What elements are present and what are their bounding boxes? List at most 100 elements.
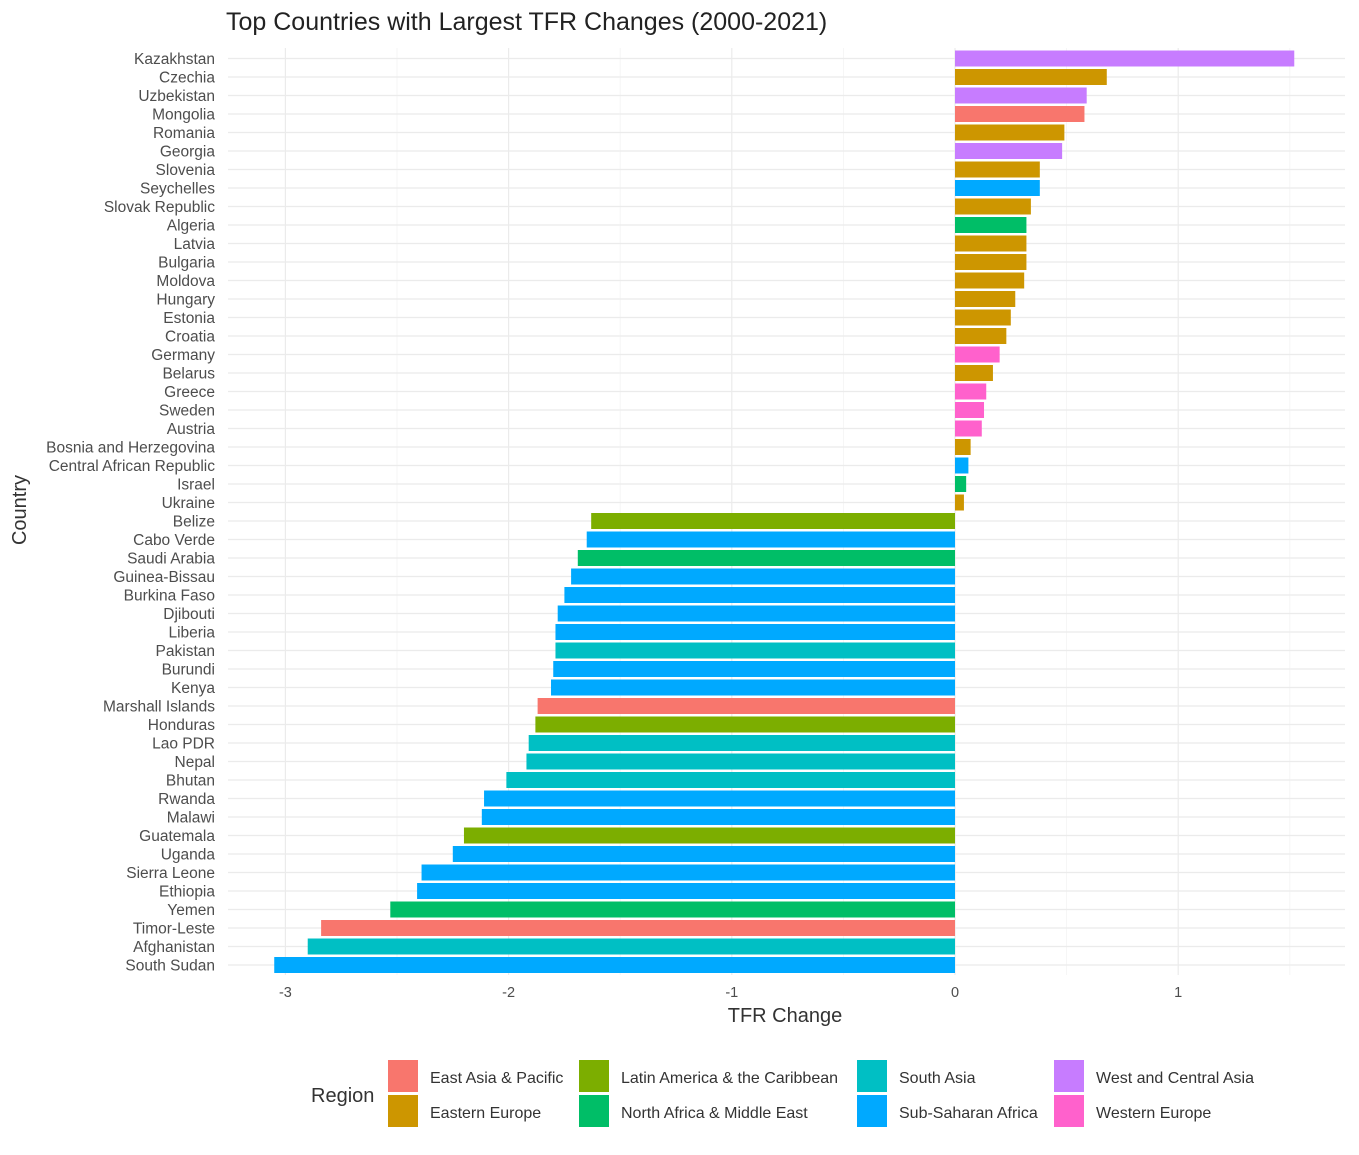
label-slovak-republic: Slovak Republic xyxy=(104,199,215,216)
legend-label-north-africa-middle-east: North Africa & Middle East xyxy=(621,1105,808,1122)
legend-key-south-asia xyxy=(857,1060,887,1092)
bar-burkina-faso xyxy=(564,587,955,603)
legend: Region East Asia & Pacific Eastern Europe… xyxy=(311,1060,1254,1127)
bar-timor-leste xyxy=(321,920,955,936)
label-honduras: Honduras xyxy=(148,717,215,734)
bar-bulgaria xyxy=(955,254,1027,270)
bar-austria xyxy=(955,420,982,437)
x-axis-title: TFR Change xyxy=(728,1005,843,1027)
label-uzbekistan: Uzbekistan xyxy=(138,88,215,105)
bar-hungary xyxy=(955,291,1016,307)
x-tick-minus-3: -3 xyxy=(279,985,292,1001)
bar-marshall-islands xyxy=(537,698,955,714)
label-bosnia-and-herzegovina: Bosnia and Herzegovina xyxy=(46,440,215,457)
legend-key-western-europe xyxy=(1054,1095,1084,1127)
label-lao-pdr: Lao PDR xyxy=(152,736,215,753)
bar-pakistan xyxy=(555,642,955,659)
label-afghanistan: Afghanistan xyxy=(133,939,215,956)
bar-kenya xyxy=(551,679,955,696)
bar-malawi xyxy=(481,809,955,825)
label-sweden: Sweden xyxy=(159,403,215,420)
label-central-african-republic: Central African Republic xyxy=(49,458,216,475)
bar-slovenia xyxy=(955,161,1040,178)
label-liberia: Liberia xyxy=(168,625,215,642)
label-cabo-verde: Cabo Verde xyxy=(133,532,215,549)
label-romania: Romania xyxy=(153,125,215,142)
x-tick-minus-2: -2 xyxy=(502,985,515,1001)
label-algeria: Algeria xyxy=(167,218,216,235)
bar-czechia xyxy=(955,69,1107,85)
chart-title: Top Countries with Largest TFR Changes (… xyxy=(226,8,827,36)
label-burkina-faso: Burkina Faso xyxy=(124,588,215,605)
label-belarus: Belarus xyxy=(162,366,215,383)
bars xyxy=(274,50,1295,973)
legend-label-west-and-central-asia: West and Central Asia xyxy=(1096,1070,1254,1087)
label-moldova: Moldova xyxy=(156,273,215,290)
legend-label-east-asia-pacific: East Asia & Pacific xyxy=(430,1070,563,1087)
label-yemen: Yemen xyxy=(167,902,215,919)
bar-ukraine xyxy=(955,494,964,511)
bar-cabo-verde xyxy=(586,531,955,548)
x-tick-1: 1 xyxy=(1174,985,1182,1001)
bar-bhutan xyxy=(506,772,955,788)
label-bulgaria: Bulgaria xyxy=(158,255,215,272)
bar-south-sudan xyxy=(274,957,955,973)
bar-yemen xyxy=(390,901,956,918)
label-saudi-arabia: Saudi Arabia xyxy=(127,551,215,568)
bar-guatemala xyxy=(463,827,955,844)
label-guinea-bissau: Guinea-Bissau xyxy=(113,569,215,586)
bar-sierra-leone xyxy=(421,864,955,881)
legend-key-west-and-central-asia xyxy=(1054,1060,1084,1092)
legend-label-latin-america-the-caribbean: Latin America & the Caribbean xyxy=(621,1070,838,1087)
label-georgia: Georgia xyxy=(160,144,216,161)
bar-rwanda xyxy=(484,790,955,807)
legend-label-western-europe: Western Europe xyxy=(1096,1105,1211,1122)
bar-moldova xyxy=(955,272,1025,289)
legend-key-north-africa-middle-east xyxy=(579,1095,609,1127)
bar-israel xyxy=(955,476,967,492)
legend-label-sub-saharan-africa: Sub-Saharan Africa xyxy=(899,1105,1038,1122)
bar-saudi-arabia xyxy=(577,550,955,566)
legend-label-south-asia: South Asia xyxy=(899,1070,976,1087)
label-marshall-islands: Marshall Islands xyxy=(103,699,215,716)
bar-seychelles xyxy=(955,180,1040,196)
bar-greece xyxy=(955,383,987,400)
bar-latvia xyxy=(955,235,1027,252)
y-axis-title: Country xyxy=(9,475,31,545)
label-timor-leste: Timor-Leste xyxy=(133,921,215,938)
legend-key-eastern-europe xyxy=(388,1095,418,1127)
legend-key-latin-america-the-caribbean xyxy=(579,1060,609,1092)
label-sierra-leone: Sierra Leone xyxy=(126,865,215,882)
label-kenya: Kenya xyxy=(171,680,215,697)
label-pakistan: Pakistan xyxy=(156,643,215,660)
bar-uganda xyxy=(452,846,955,862)
bar-guinea-bissau xyxy=(571,568,955,585)
grid-lines xyxy=(228,48,1345,975)
x-tick-0: 0 xyxy=(951,985,959,1001)
label-slovenia: Slovenia xyxy=(156,162,216,179)
label-seychelles: Seychelles xyxy=(140,181,215,198)
legend-key-sub-saharan-africa xyxy=(857,1095,887,1127)
bar-djibouti xyxy=(557,605,955,622)
bar-romania xyxy=(955,124,1065,141)
bar-lao-pdr xyxy=(528,735,955,751)
label-djibouti: Djibouti xyxy=(163,606,215,623)
label-israel: Israel xyxy=(177,477,215,494)
label-guatemala: Guatemala xyxy=(139,828,215,845)
bar-nepal xyxy=(526,753,955,770)
label-kazakhstan: Kazakhstan xyxy=(134,51,215,68)
label-belize: Belize xyxy=(173,514,215,531)
label-ethiopia: Ethiopia xyxy=(159,884,215,901)
label-south-sudan: South Sudan xyxy=(125,958,215,975)
label-ukraine: Ukraine xyxy=(162,495,215,512)
label-estonia: Estonia xyxy=(163,310,215,327)
bar-estonia xyxy=(955,309,1011,326)
bar-burundi xyxy=(553,661,955,677)
label-rwanda: Rwanda xyxy=(158,791,215,808)
legend-title: Region xyxy=(311,1085,374,1107)
legend-label-eastern-europe: Eastern Europe xyxy=(430,1105,541,1122)
bar-kazakhstan xyxy=(955,50,1295,67)
bar-slovak-republic xyxy=(955,198,1031,215)
bar-honduras xyxy=(535,716,955,733)
label-bhutan: Bhutan xyxy=(166,773,215,790)
